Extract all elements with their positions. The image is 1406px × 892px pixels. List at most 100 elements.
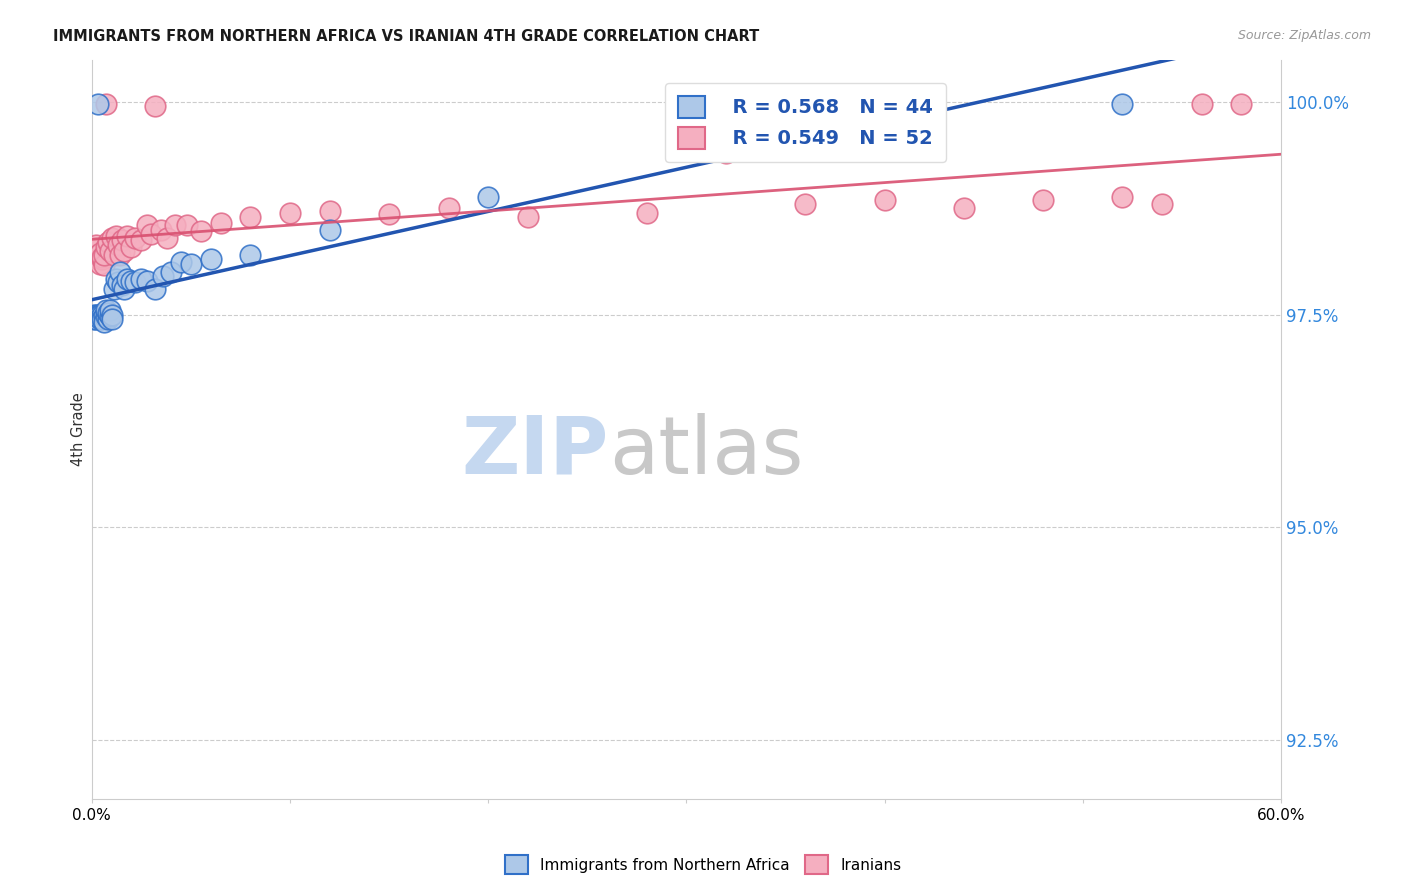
- Point: [98, 303, 121, 318]
- Point: [437, 202, 460, 216]
- Text: IMMIGRANTS FROM NORTHERN AFRICA VS IRANIAN 4TH GRADE CORRELATION CHART: IMMIGRANTS FROM NORTHERN AFRICA VS IRANI…: [53, 29, 759, 44]
- Point: [378, 207, 401, 221]
- Point: [93, 314, 115, 328]
- Legend:   R = 0.568   N = 44,   R = 0.549   N = 52: R = 0.568 N = 44, R = 0.549 N = 52: [665, 84, 946, 161]
- Point: [163, 219, 186, 233]
- Point: [90, 310, 112, 324]
- Point: [209, 216, 232, 230]
- Point: [150, 222, 173, 236]
- Point: [84, 308, 107, 322]
- Point: [83, 244, 105, 258]
- Point: [89, 312, 111, 326]
- Point: [90, 252, 112, 267]
- Point: [100, 308, 122, 322]
- Point: [108, 265, 131, 279]
- Point: [516, 210, 538, 224]
- Point: [87, 310, 110, 324]
- Point: [94, 310, 117, 324]
- Point: [160, 265, 183, 279]
- Point: [94, 303, 117, 318]
- Point: [83, 308, 105, 322]
- Point: [834, 102, 856, 116]
- Point: [97, 312, 120, 326]
- Text: atlas: atlas: [609, 413, 803, 491]
- Point: [90, 312, 112, 326]
- Point: [180, 257, 202, 271]
- Point: [239, 210, 262, 224]
- Point: [90, 308, 112, 322]
- Point: [112, 244, 135, 258]
- Point: [84, 312, 107, 326]
- Point: [318, 222, 340, 236]
- Point: [87, 308, 110, 322]
- Point: [100, 312, 122, 326]
- Point: [94, 240, 117, 254]
- Point: [84, 241, 107, 255]
- Point: [190, 224, 212, 238]
- Point: [141, 227, 163, 241]
- Point: [156, 231, 179, 245]
- Point: [110, 277, 132, 292]
- Point: [143, 282, 166, 296]
- Point: [143, 99, 166, 113]
- Point: [318, 204, 340, 219]
- Point: [87, 252, 110, 267]
- Point: [794, 197, 817, 211]
- Point: [136, 274, 159, 288]
- Point: [636, 205, 658, 219]
- Point: [1111, 96, 1133, 111]
- Point: [117, 229, 139, 244]
- Point: [1230, 96, 1253, 111]
- Point: [89, 308, 111, 322]
- Point: [124, 231, 146, 245]
- Point: [104, 272, 127, 286]
- Point: [873, 193, 896, 207]
- Point: [131, 272, 153, 286]
- Point: [103, 282, 125, 296]
- Text: ZIP: ZIP: [461, 413, 609, 491]
- Point: [117, 272, 139, 286]
- Point: [152, 269, 174, 284]
- Point: [83, 312, 105, 326]
- Point: [87, 248, 110, 262]
- Point: [89, 257, 111, 271]
- Point: [170, 255, 193, 269]
- Point: [98, 310, 121, 324]
- Point: [124, 276, 146, 290]
- Point: [107, 276, 129, 290]
- Point: [120, 274, 142, 288]
- Point: [89, 246, 111, 260]
- Point: [1032, 193, 1054, 207]
- Point: [1150, 197, 1173, 211]
- Point: [953, 202, 976, 216]
- Point: [108, 248, 131, 262]
- Point: [1111, 190, 1133, 204]
- Point: [97, 235, 120, 250]
- Y-axis label: 4th Grade: 4th Grade: [72, 392, 86, 467]
- Point: [239, 248, 262, 262]
- Point: [94, 96, 117, 111]
- Point: [97, 306, 120, 320]
- Point: [278, 205, 301, 219]
- Point: [98, 244, 121, 258]
- Point: [1191, 96, 1213, 111]
- Point: [112, 282, 135, 296]
- Point: [100, 231, 122, 245]
- Point: [84, 238, 107, 252]
- Point: [120, 240, 142, 254]
- Point: [90, 250, 112, 264]
- Point: [131, 233, 153, 247]
- Point: [93, 259, 115, 273]
- Point: [136, 219, 159, 233]
- Point: [93, 248, 115, 262]
- Point: [176, 219, 198, 233]
- Point: [107, 238, 129, 252]
- Point: [477, 190, 499, 204]
- Point: [83, 248, 105, 262]
- Point: [87, 96, 110, 111]
- Point: [93, 310, 115, 324]
- Point: [110, 233, 132, 247]
- Text: Source: ZipAtlas.com: Source: ZipAtlas.com: [1237, 29, 1371, 42]
- Point: [104, 229, 127, 244]
- Legend: Immigrants from Northern Africa, Iranians: Immigrants from Northern Africa, Iranian…: [499, 849, 907, 880]
